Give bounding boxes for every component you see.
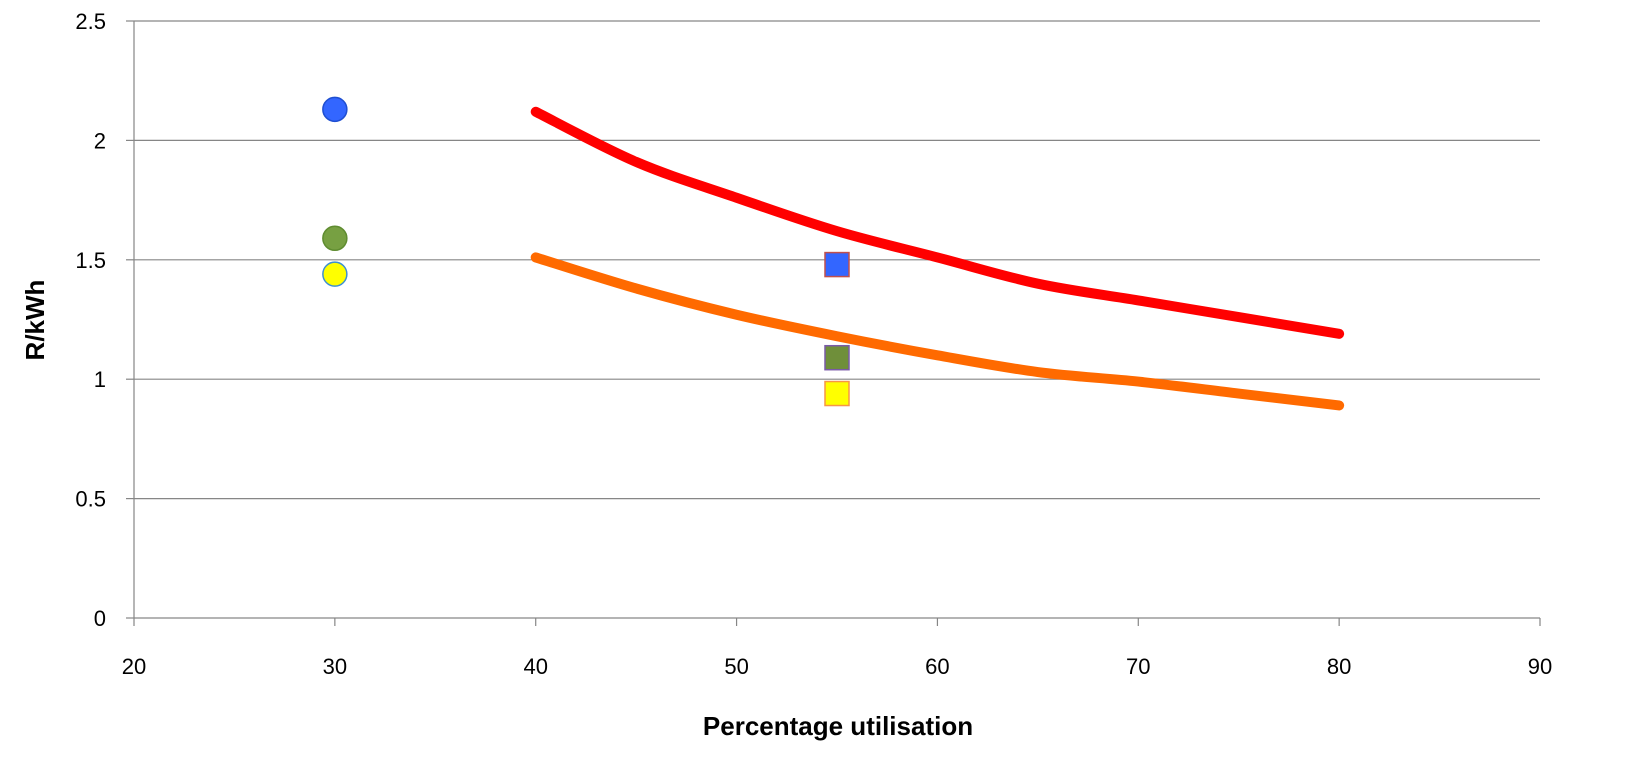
point-circle-2 xyxy=(322,261,348,287)
data-points xyxy=(322,96,850,407)
y-tick-label-1: 0.5 xyxy=(75,487,106,512)
x-tick-label-2: 40 xyxy=(523,654,547,679)
series-line-1 xyxy=(530,252,1345,411)
y-tick-label-4: 2 xyxy=(94,128,106,153)
y-tick-label-0: 0 xyxy=(94,606,106,631)
x-tick-label-1: 30 xyxy=(323,654,347,679)
point-circle-1 xyxy=(322,225,348,252)
point-circle-0 xyxy=(322,96,348,123)
point-square-4 xyxy=(824,344,850,371)
x-tick-label-4: 60 xyxy=(925,654,949,679)
x-tick-label-3: 50 xyxy=(724,654,748,679)
x-axis-title: Percentage utilisation xyxy=(703,711,973,741)
x-tick-label-0: 20 xyxy=(122,654,146,679)
series-line-0 xyxy=(530,106,1345,339)
x-tick-label-5: 70 xyxy=(1126,654,1150,679)
axes xyxy=(126,20,1541,626)
tick-labels: 0 0.5 1 1.5 2 2.5 20 30 40 50 60 70 80 90 xyxy=(75,9,1552,679)
y-axis-title: R/kWh xyxy=(20,280,50,361)
series-lines xyxy=(530,106,1345,411)
point-square-5 xyxy=(824,380,850,407)
point-square-3 xyxy=(824,251,850,278)
x-tick-label-7: 90 xyxy=(1528,654,1552,679)
y-tick-label-5: 2.5 xyxy=(75,9,106,34)
y-tick-label-3: 1.5 xyxy=(75,248,106,273)
x-tick-label-6: 80 xyxy=(1327,654,1351,679)
y-tick-label-2: 1 xyxy=(94,367,106,392)
